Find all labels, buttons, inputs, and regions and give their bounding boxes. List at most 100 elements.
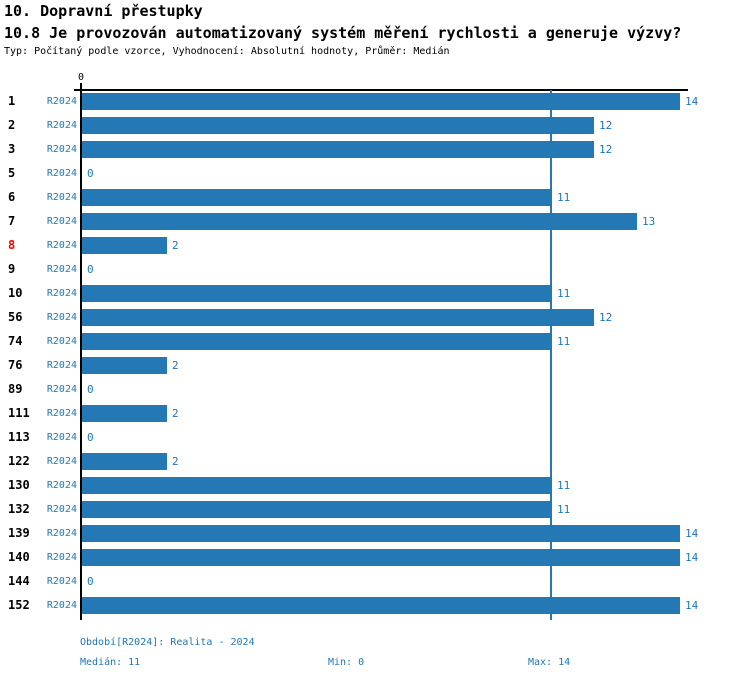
series-period-label: R2024 [46, 120, 77, 131]
value-label: 0 [87, 575, 94, 588]
bar-row: 10 R2024 11 [0, 285, 750, 302]
series-period-label: R2024 [46, 144, 77, 155]
value-bar [82, 309, 594, 326]
footer-max: Max: 14 [528, 657, 571, 668]
value-bar [82, 117, 594, 134]
category-label: 122 [8, 454, 30, 468]
value-label: 0 [87, 167, 94, 180]
y-axis-line [80, 89, 82, 620]
value-bar [82, 141, 594, 158]
value-label: 14 [685, 95, 699, 108]
series-period-label: R2024 [46, 192, 77, 203]
series-period-label: R2024 [46, 312, 77, 323]
median-reference-line [550, 90, 553, 620]
category-label: 5 [8, 166, 16, 180]
bar-row: 139 R2024 14 [0, 525, 750, 542]
value-bar [82, 93, 680, 110]
x-axis-line [74, 89, 688, 91]
value-bar [82, 549, 680, 566]
category-label: 140 [8, 550, 30, 564]
value-label: 11 [557, 287, 571, 300]
bar-row: 76 R2024 2 [0, 357, 750, 374]
series-period-label: R2024 [46, 264, 77, 275]
bar-row: 7 R2024 13 [0, 213, 750, 230]
value-label: 14 [685, 599, 699, 612]
series-period-label: R2024 [46, 360, 77, 371]
category-label: 8 [8, 238, 16, 252]
category-label: 6 [8, 190, 16, 204]
value-label: 12 [599, 119, 613, 132]
question-title: 10.8 Je provozován automatizovaný systém… [4, 24, 682, 42]
chart-subtitle: Typ: Počítaný podle vzorce, Vyhodnocení:… [4, 46, 450, 57]
bar-row: 74 R2024 11 [0, 333, 750, 350]
series-period-label: R2024 [46, 96, 77, 107]
value-bar [82, 189, 552, 206]
page-title: 10. Dopravní přestupky [4, 2, 203, 20]
series-period-label: R2024 [46, 456, 77, 467]
series-period-label: R2024 [46, 504, 77, 515]
category-label: 139 [8, 526, 30, 540]
value-bar [82, 525, 680, 542]
category-label: 10 [8, 286, 23, 300]
value-label: 11 [557, 335, 571, 348]
bar-row: 5 R2024 0 [0, 165, 750, 182]
bar-row: 6 R2024 11 [0, 189, 750, 206]
footer-median: Medián: 11 [80, 657, 141, 668]
category-label: 113 [8, 430, 30, 444]
value-label: 2 [172, 359, 179, 372]
series-period-label: R2024 [46, 336, 77, 347]
bar-row: 9 R2024 0 [0, 261, 750, 278]
bar-row: 8 R2024 2 [0, 237, 750, 254]
bar-row: 89 R2024 0 [0, 381, 750, 398]
bar-row: 113 R2024 0 [0, 429, 750, 446]
bar-row: 144 R2024 0 [0, 573, 750, 590]
value-bar [82, 285, 552, 302]
value-label: 0 [87, 383, 94, 396]
x-axis-zero-tick-label: 0 [78, 72, 85, 83]
series-period-label: R2024 [46, 288, 77, 299]
value-label: 2 [172, 239, 179, 252]
value-bar [82, 237, 167, 254]
bar-row: 122 R2024 2 [0, 453, 750, 470]
series-period-label: R2024 [46, 552, 77, 563]
bar-row: 132 R2024 11 [0, 501, 750, 518]
bar-row: 152 R2024 14 [0, 597, 750, 614]
category-label: 9 [8, 262, 16, 276]
bar-row: 111 R2024 2 [0, 405, 750, 422]
series-period-label: R2024 [46, 240, 77, 251]
series-period-label: R2024 [46, 408, 77, 419]
value-label: 11 [557, 479, 571, 492]
series-period-label: R2024 [46, 432, 77, 443]
x-axis-zero-tick [80, 83, 82, 89]
value-label: 12 [599, 311, 613, 324]
series-period-label: R2024 [46, 576, 77, 587]
value-bar [82, 213, 637, 230]
category-label: 7 [8, 214, 16, 228]
category-label: 2 [8, 118, 16, 132]
category-label: 74 [8, 334, 23, 348]
value-label: 12 [599, 143, 613, 156]
footer-min: Min: 0 [328, 657, 365, 668]
value-label: 14 [685, 527, 699, 540]
bar-row: 1 R2024 14 [0, 93, 750, 110]
category-label: 3 [8, 142, 16, 156]
value-label: 13 [642, 215, 656, 228]
value-label: 14 [685, 551, 699, 564]
series-period-label: R2024 [46, 480, 77, 491]
category-label: 76 [8, 358, 23, 372]
value-bar [82, 477, 552, 494]
series-period-label: R2024 [46, 168, 77, 179]
value-label: 0 [87, 263, 94, 276]
value-label: 2 [172, 407, 179, 420]
bar-row: 130 R2024 11 [0, 477, 750, 494]
category-label: 1 [8, 94, 16, 108]
value-label: 0 [87, 431, 94, 444]
value-label: 11 [557, 191, 571, 204]
series-period-label: R2024 [46, 384, 77, 395]
value-label: 11 [557, 503, 571, 516]
value-bar [82, 453, 167, 470]
category-label: 152 [8, 598, 30, 612]
category-label: 56 [8, 310, 23, 324]
value-bar [82, 357, 167, 374]
